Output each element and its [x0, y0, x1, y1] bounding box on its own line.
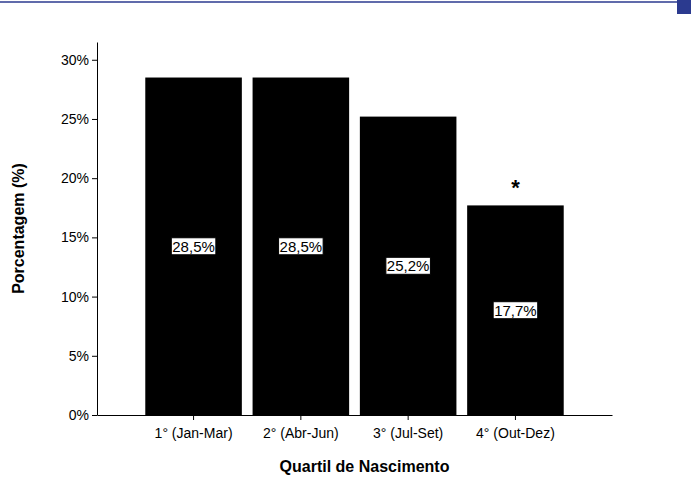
annotation: *: [511, 175, 520, 200]
x-tick-label: 2° (Abr-Jun): [263, 425, 339, 441]
data-label-box: [386, 257, 431, 274]
data-label-box: [493, 302, 538, 319]
data-label-text: 25,2%: [387, 257, 430, 274]
y-tick-label: 15%: [61, 229, 89, 245]
bar: [360, 117, 457, 415]
x-axis-line: [98, 415, 613, 416]
x-tick-label: 4° (Out-Dez): [476, 425, 555, 441]
y-axis: 0% 5% 10% 15% 20% 25% 30%: [61, 43, 98, 423]
data-label-box: [171, 238, 216, 255]
x-tick-label: 1° (Jan-Mar): [155, 425, 233, 441]
data-label: 25,2%: [386, 257, 431, 274]
y-tick-mark: [92, 178, 97, 179]
y-tick: 25%: [61, 111, 97, 127]
x-tick-mark: [515, 415, 516, 420]
plot: 0% 5% 10% 15% 20% 25% 30% 1° (Jan-Mar) 2° (Abr-J…: [61, 43, 613, 442]
y-tick-label: 5%: [69, 348, 89, 364]
y-axis-title: Porcentagem (%): [10, 163, 27, 294]
y-tick-label: 25%: [61, 111, 89, 127]
data-labels: 28,5% 28,5% 25,2% 17,7%: [171, 238, 537, 319]
y-tick: 20%: [61, 170, 97, 186]
x-tick-label: 3° (Jul-Set): [373, 425, 443, 441]
y-tick-mark: [92, 356, 97, 357]
bar: [145, 78, 242, 415]
data-label-text: 28,5%: [172, 238, 215, 255]
y-tick-mark: [92, 297, 97, 298]
x-tick: 4° (Out-Dez): [476, 415, 555, 441]
y-tick: 15%: [61, 229, 97, 245]
x-tick-mark: [193, 415, 194, 420]
data-label-text: 28,5%: [280, 238, 323, 255]
y-tick: 0%: [69, 407, 97, 423]
data-label: 28,5%: [279, 238, 324, 255]
header-line: [0, 1, 691, 3]
chart: 0% 5% 10% 15% 20% 25% 30% 1° (Jan-Mar) 2° (Abr-J…: [0, 0, 691, 486]
header-block: [677, 0, 691, 14]
y-tick: 30%: [61, 52, 97, 68]
data-label-text: 17,7%: [494, 302, 537, 319]
x-tick: 3° (Jul-Set): [373, 415, 443, 441]
y-tick: 10%: [61, 289, 97, 305]
x-tick: 1° (Jan-Mar): [155, 415, 233, 441]
y-axis-line: [97, 43, 98, 416]
x-tick-mark: [300, 415, 301, 420]
y-tick-mark: [92, 415, 97, 416]
y-tick-label: 0%: [69, 407, 89, 423]
y-tick-label: 30%: [61, 52, 89, 68]
data-label-box: [279, 238, 324, 255]
y-tick-label: 10%: [61, 289, 89, 305]
bar: [253, 78, 350, 415]
bar: [467, 205, 564, 415]
y-tick: 5%: [69, 348, 97, 364]
x-axis-title: Quartil de Nascimento: [280, 458, 450, 475]
x-axis: 1° (Jan-Mar) 2° (Abr-Jun) 3° (Jul-Set) 4° (…: [98, 415, 613, 441]
x-tick-mark: [408, 415, 409, 420]
y-tick-mark: [92, 237, 97, 238]
bars: [145, 78, 563, 415]
data-label: 17,7%: [493, 302, 538, 319]
x-tick: 2° (Abr-Jun): [263, 415, 339, 441]
y-tick-label: 20%: [61, 170, 89, 186]
y-tick-mark: [92, 119, 97, 120]
data-label: 28,5%: [171, 238, 216, 255]
y-tick-mark: [92, 60, 97, 61]
